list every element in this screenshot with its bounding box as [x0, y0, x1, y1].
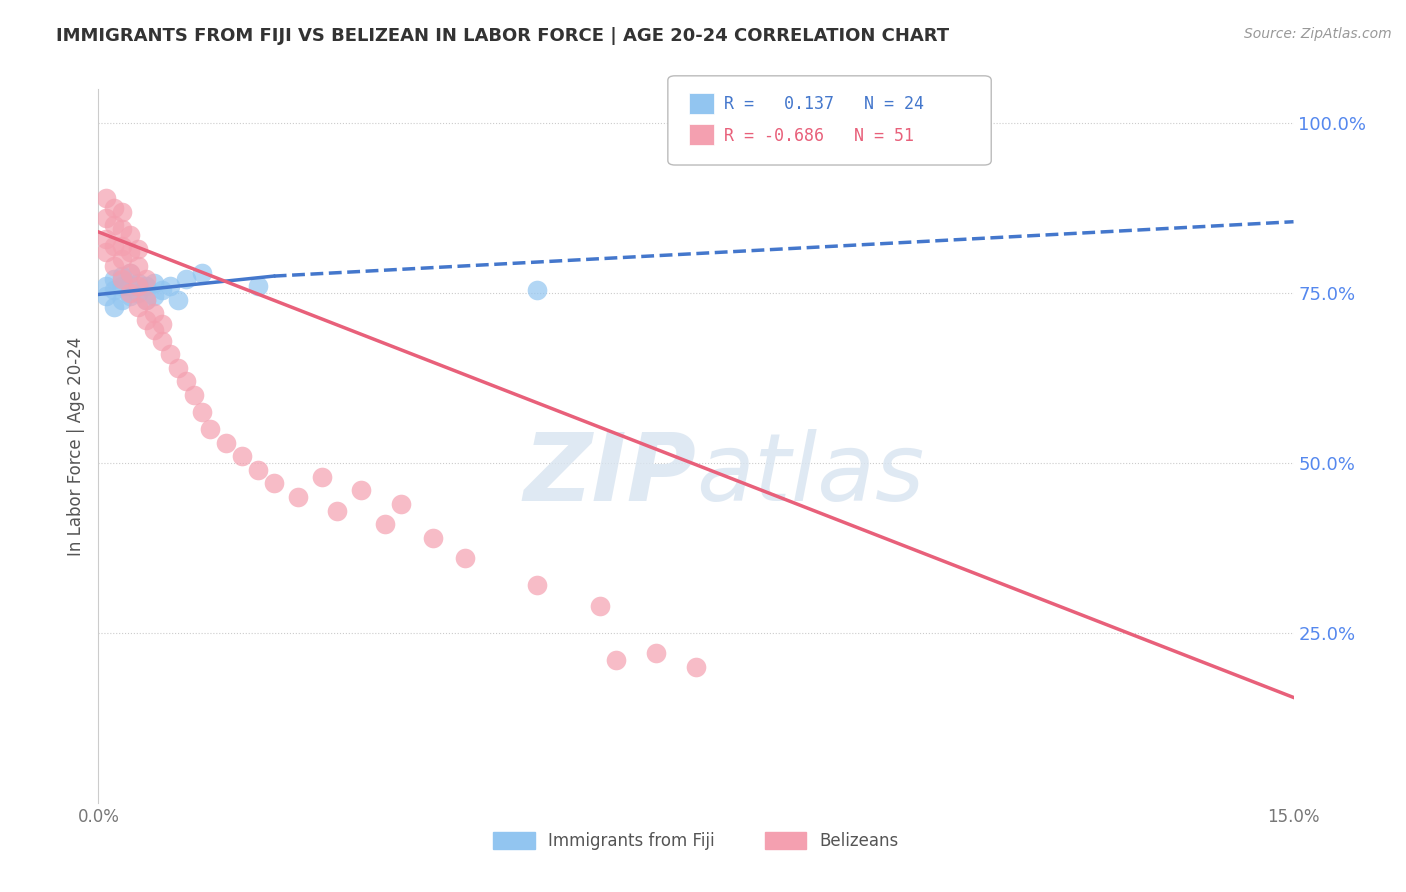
- Point: [120, 286, 142, 301]
- Point: [167, 293, 190, 307]
- Point: [120, 289, 142, 303]
- Point: [120, 266, 142, 280]
- Point: [127, 286, 149, 301]
- Legend: Immigrants from Fiji, Belizeans: Immigrants from Fiji, Belizeans: [485, 824, 907, 859]
- Point: [143, 323, 166, 337]
- Point: [350, 483, 373, 498]
- Point: [103, 218, 125, 232]
- Point: [111, 293, 134, 307]
- Point: [111, 238, 134, 252]
- Point: [135, 313, 157, 327]
- Text: R =   0.137   N = 24: R = 0.137 N = 24: [724, 95, 924, 113]
- Point: [263, 476, 285, 491]
- Point: [287, 490, 309, 504]
- Point: [167, 360, 190, 375]
- Point: [589, 599, 612, 613]
- Point: [127, 279, 149, 293]
- Text: atlas: atlas: [696, 429, 924, 520]
- Point: [111, 269, 134, 284]
- Point: [111, 204, 134, 219]
- Point: [120, 266, 142, 280]
- Point: [143, 276, 166, 290]
- Point: [422, 531, 444, 545]
- Point: [120, 279, 142, 293]
- Point: [645, 646, 668, 660]
- Point: [103, 283, 125, 297]
- Point: [135, 293, 157, 307]
- Point: [311, 469, 333, 483]
- Point: [96, 232, 118, 246]
- Point: [135, 272, 157, 286]
- Point: [215, 435, 238, 450]
- Point: [111, 272, 134, 286]
- Point: [150, 317, 173, 331]
- Point: [374, 517, 396, 532]
- Point: [96, 279, 118, 293]
- Point: [389, 497, 412, 511]
- Point: [127, 300, 149, 314]
- Point: [605, 653, 627, 667]
- Point: [103, 201, 125, 215]
- Point: [96, 191, 118, 205]
- Point: [103, 238, 125, 252]
- Point: [150, 283, 173, 297]
- Point: [127, 276, 149, 290]
- Text: ZIP: ZIP: [523, 428, 696, 521]
- Point: [174, 272, 197, 286]
- Point: [96, 211, 118, 226]
- Point: [685, 660, 707, 674]
- Point: [135, 293, 157, 307]
- Point: [96, 289, 118, 303]
- Point: [183, 388, 205, 402]
- Point: [103, 259, 125, 273]
- Point: [526, 283, 548, 297]
- Point: [159, 279, 181, 293]
- Point: [526, 578, 548, 592]
- Text: IMMIGRANTS FROM FIJI VS BELIZEAN IN LABOR FORCE | AGE 20-24 CORRELATION CHART: IMMIGRANTS FROM FIJI VS BELIZEAN IN LABO…: [56, 27, 949, 45]
- Text: Source: ZipAtlas.com: Source: ZipAtlas.com: [1244, 27, 1392, 41]
- Point: [246, 463, 269, 477]
- Point: [159, 347, 181, 361]
- Point: [103, 272, 125, 286]
- Point: [111, 279, 134, 293]
- Point: [111, 221, 134, 235]
- Point: [111, 252, 134, 266]
- Point: [127, 242, 149, 256]
- Point: [127, 259, 149, 273]
- Point: [143, 306, 166, 320]
- Point: [174, 375, 197, 389]
- Point: [103, 300, 125, 314]
- Point: [135, 279, 157, 293]
- Point: [326, 503, 349, 517]
- Point: [191, 405, 214, 419]
- Point: [120, 228, 142, 243]
- Point: [454, 551, 477, 566]
- Point: [143, 289, 166, 303]
- Point: [231, 449, 253, 463]
- Point: [120, 245, 142, 260]
- Point: [191, 266, 214, 280]
- Y-axis label: In Labor Force | Age 20-24: In Labor Force | Age 20-24: [66, 336, 84, 556]
- Point: [198, 422, 221, 436]
- Point: [96, 245, 118, 260]
- Point: [150, 334, 173, 348]
- Point: [246, 279, 269, 293]
- Text: R = -0.686   N = 51: R = -0.686 N = 51: [724, 127, 914, 145]
